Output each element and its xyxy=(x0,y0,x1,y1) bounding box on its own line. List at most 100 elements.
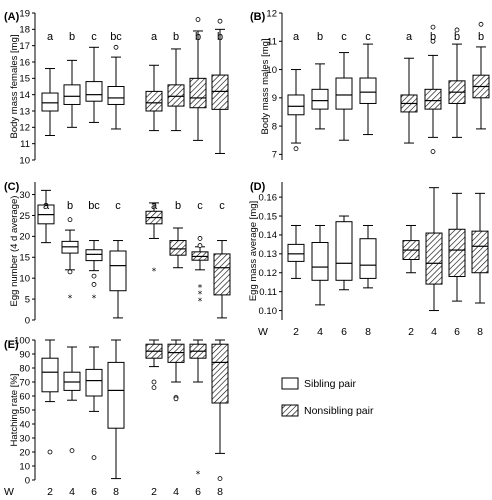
y-tick-label: 80 xyxy=(19,363,30,374)
outlier-point xyxy=(67,217,73,223)
significance-letter: a xyxy=(151,31,158,43)
sibling-box-w8 xyxy=(107,339,125,480)
outlier-point xyxy=(47,449,53,455)
nonsibling-box-w4: b xyxy=(424,24,442,154)
x-tick-label: 6 xyxy=(341,326,347,338)
significance-letter: a xyxy=(47,31,54,43)
x-tick-label: 8 xyxy=(365,326,371,338)
nonsibling-box-w2 xyxy=(402,224,420,274)
y-tick-label: 11 xyxy=(267,37,277,48)
panel-b: (B) 7 8 9 10 11 12 Body mass males [mg] a b c c a b b b xyxy=(250,8,490,161)
x-tick-label: 8 xyxy=(217,486,223,498)
y-tick-label: 10 xyxy=(19,461,30,472)
y-tick-label: 0 xyxy=(25,315,30,326)
significance-letter: c xyxy=(197,200,203,212)
nonsibling-box-w6 xyxy=(448,192,466,302)
box-iqr xyxy=(85,249,103,262)
panel-label: (A) xyxy=(4,11,20,23)
sibling-box-w4: b xyxy=(63,31,81,128)
sibling-box-w8: bc xyxy=(107,31,125,130)
y-tick-label: 11 xyxy=(20,139,30,150)
y-tick-label: 7 xyxy=(272,150,277,161)
nonsibling-box-w2: *a xyxy=(145,200,163,277)
box-iqr xyxy=(211,343,229,404)
extreme-point: * xyxy=(68,294,73,304)
y-axis-label: Body mass females [mg] xyxy=(9,34,20,138)
significance-letter: a xyxy=(293,31,300,43)
significance-letter: b xyxy=(478,31,484,43)
outlier-point xyxy=(430,149,436,154)
box-iqr xyxy=(109,250,127,292)
y-tick-label: 13 xyxy=(19,106,30,117)
y-tick-label: 17 xyxy=(19,41,30,52)
nonsibling-box-w6: * xyxy=(189,339,207,480)
y-axis-label: Hatching rate [%] xyxy=(9,374,20,447)
box-iqr xyxy=(311,88,329,110)
outlier-point xyxy=(217,476,223,482)
outlier-point xyxy=(217,18,223,24)
y-tick-label: 25 xyxy=(19,211,30,222)
nonsibling-box-w6: b xyxy=(448,27,466,138)
nonsibling-box-w6: ***c xyxy=(191,200,209,307)
legend-sibling-swatch xyxy=(281,377,299,390)
outlier-point xyxy=(430,38,436,44)
outlier-point xyxy=(197,236,203,241)
box-iqr xyxy=(145,90,163,112)
nonsibling-box-w8 xyxy=(471,192,489,304)
box-iqr xyxy=(41,357,59,393)
y-tick-label: 0.11 xyxy=(259,287,277,298)
y-tick-label: 5 xyxy=(25,294,30,305)
box-iqr xyxy=(448,228,466,278)
legend-nonsibling-label: Nonsibling pair xyxy=(304,405,374,417)
sibling-box-w6: * bc xyxy=(85,200,103,304)
significance-letter: b xyxy=(454,31,460,43)
significance-letter: b xyxy=(317,31,323,43)
legend: Sibling pair Nonsibling pair xyxy=(281,377,374,417)
significance-letter: bc xyxy=(110,31,122,43)
y-tick-label: 0.14 xyxy=(259,230,278,241)
significance-letter: b xyxy=(430,31,436,43)
nonsibling-box-w8 xyxy=(211,339,229,482)
panel-label: (E) xyxy=(4,339,19,351)
significance-letter: c xyxy=(219,200,225,212)
box-iqr xyxy=(167,84,185,107)
x-tick-label: 6 xyxy=(454,326,460,338)
sibling-box-w6: c xyxy=(85,31,103,123)
x-tick-label: 4 xyxy=(173,486,179,498)
y-tick-label: 0 xyxy=(25,475,30,486)
box-iqr xyxy=(287,243,305,262)
y-tick-label: 30 xyxy=(19,190,30,201)
y-tick-label: 10 xyxy=(19,155,30,166)
outlier-point xyxy=(478,21,484,27)
outlier-point xyxy=(151,385,157,391)
outlier-point xyxy=(91,282,97,287)
y-tick-label: 20 xyxy=(19,232,30,243)
box-iqr xyxy=(41,92,59,112)
sibling-box-w8 xyxy=(359,224,377,289)
box-iqr xyxy=(424,88,442,110)
outlier-point xyxy=(91,455,97,461)
y-tick-label: 12 xyxy=(266,8,277,19)
x-axis-title: W xyxy=(258,326,268,338)
extreme-point: * xyxy=(198,284,203,294)
x-tick-label: 4 xyxy=(317,326,323,338)
nonsibling-box-w8: b xyxy=(211,18,229,154)
nonsibling-box-w8: c xyxy=(213,200,231,319)
panel-label: (D) xyxy=(250,181,266,193)
x-tick-label: 4 xyxy=(431,326,437,338)
significance-letter: c xyxy=(91,31,97,43)
x-tick-label: 8 xyxy=(477,326,483,338)
box-iqr xyxy=(167,343,185,363)
significance-letter: a xyxy=(406,31,413,43)
significance-letter: c xyxy=(115,200,121,212)
significance-letter: b xyxy=(67,200,73,212)
x-tick-label: 2 xyxy=(151,486,157,498)
nonsibling-box-w4: b xyxy=(169,200,187,269)
y-tick-label: 20 xyxy=(19,447,30,458)
box-iqr xyxy=(359,77,377,104)
outlier-point xyxy=(430,24,436,30)
nonsibling-box-w4: b xyxy=(167,31,185,132)
x-tick-label: 2 xyxy=(293,326,299,338)
box-iqr xyxy=(189,77,207,109)
